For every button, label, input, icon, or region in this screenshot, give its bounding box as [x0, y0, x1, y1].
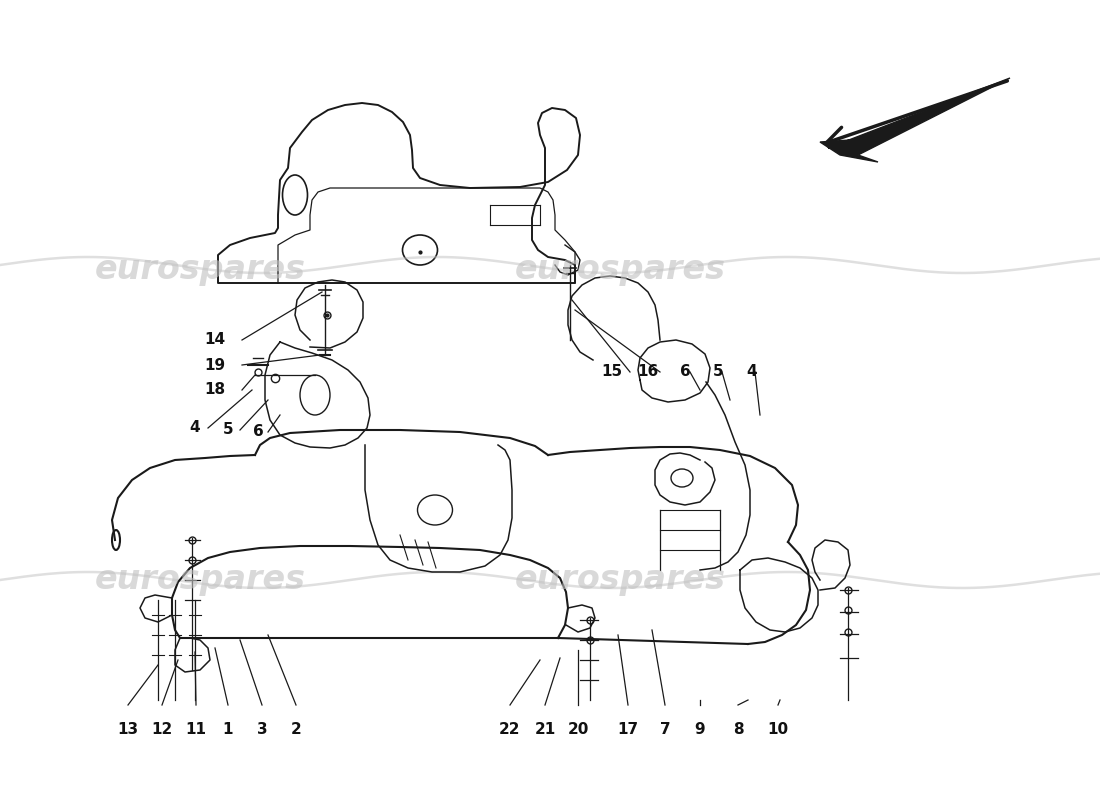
Polygon shape — [820, 78, 1010, 162]
Text: 21: 21 — [535, 722, 556, 738]
Text: 11: 11 — [186, 722, 207, 738]
Text: eurospares: eurospares — [95, 254, 306, 286]
Text: 13: 13 — [118, 722, 139, 738]
Text: 17: 17 — [617, 722, 639, 738]
Text: 22: 22 — [499, 722, 520, 738]
Text: eurospares: eurospares — [95, 563, 306, 597]
Text: 10: 10 — [768, 722, 789, 738]
Text: 6: 6 — [680, 365, 691, 379]
Text: 5: 5 — [713, 365, 724, 379]
Text: 2: 2 — [290, 722, 301, 738]
Text: 19: 19 — [205, 358, 225, 373]
Text: eurospares: eurospares — [515, 563, 726, 597]
Text: 12: 12 — [152, 722, 173, 738]
Text: 3: 3 — [256, 722, 267, 738]
Text: 7: 7 — [660, 722, 670, 738]
Text: 5: 5 — [222, 422, 233, 438]
Text: 1: 1 — [222, 722, 233, 738]
Text: 9: 9 — [695, 722, 705, 738]
Text: 20: 20 — [568, 722, 588, 738]
Text: 8: 8 — [733, 722, 744, 738]
Text: 4: 4 — [747, 365, 757, 379]
Text: 15: 15 — [602, 365, 623, 379]
Text: 4: 4 — [189, 421, 200, 435]
Text: eurospares: eurospares — [515, 254, 726, 286]
Text: 14: 14 — [205, 333, 225, 347]
Text: 18: 18 — [205, 382, 225, 398]
Text: 6: 6 — [253, 425, 263, 439]
Text: 16: 16 — [637, 365, 659, 379]
